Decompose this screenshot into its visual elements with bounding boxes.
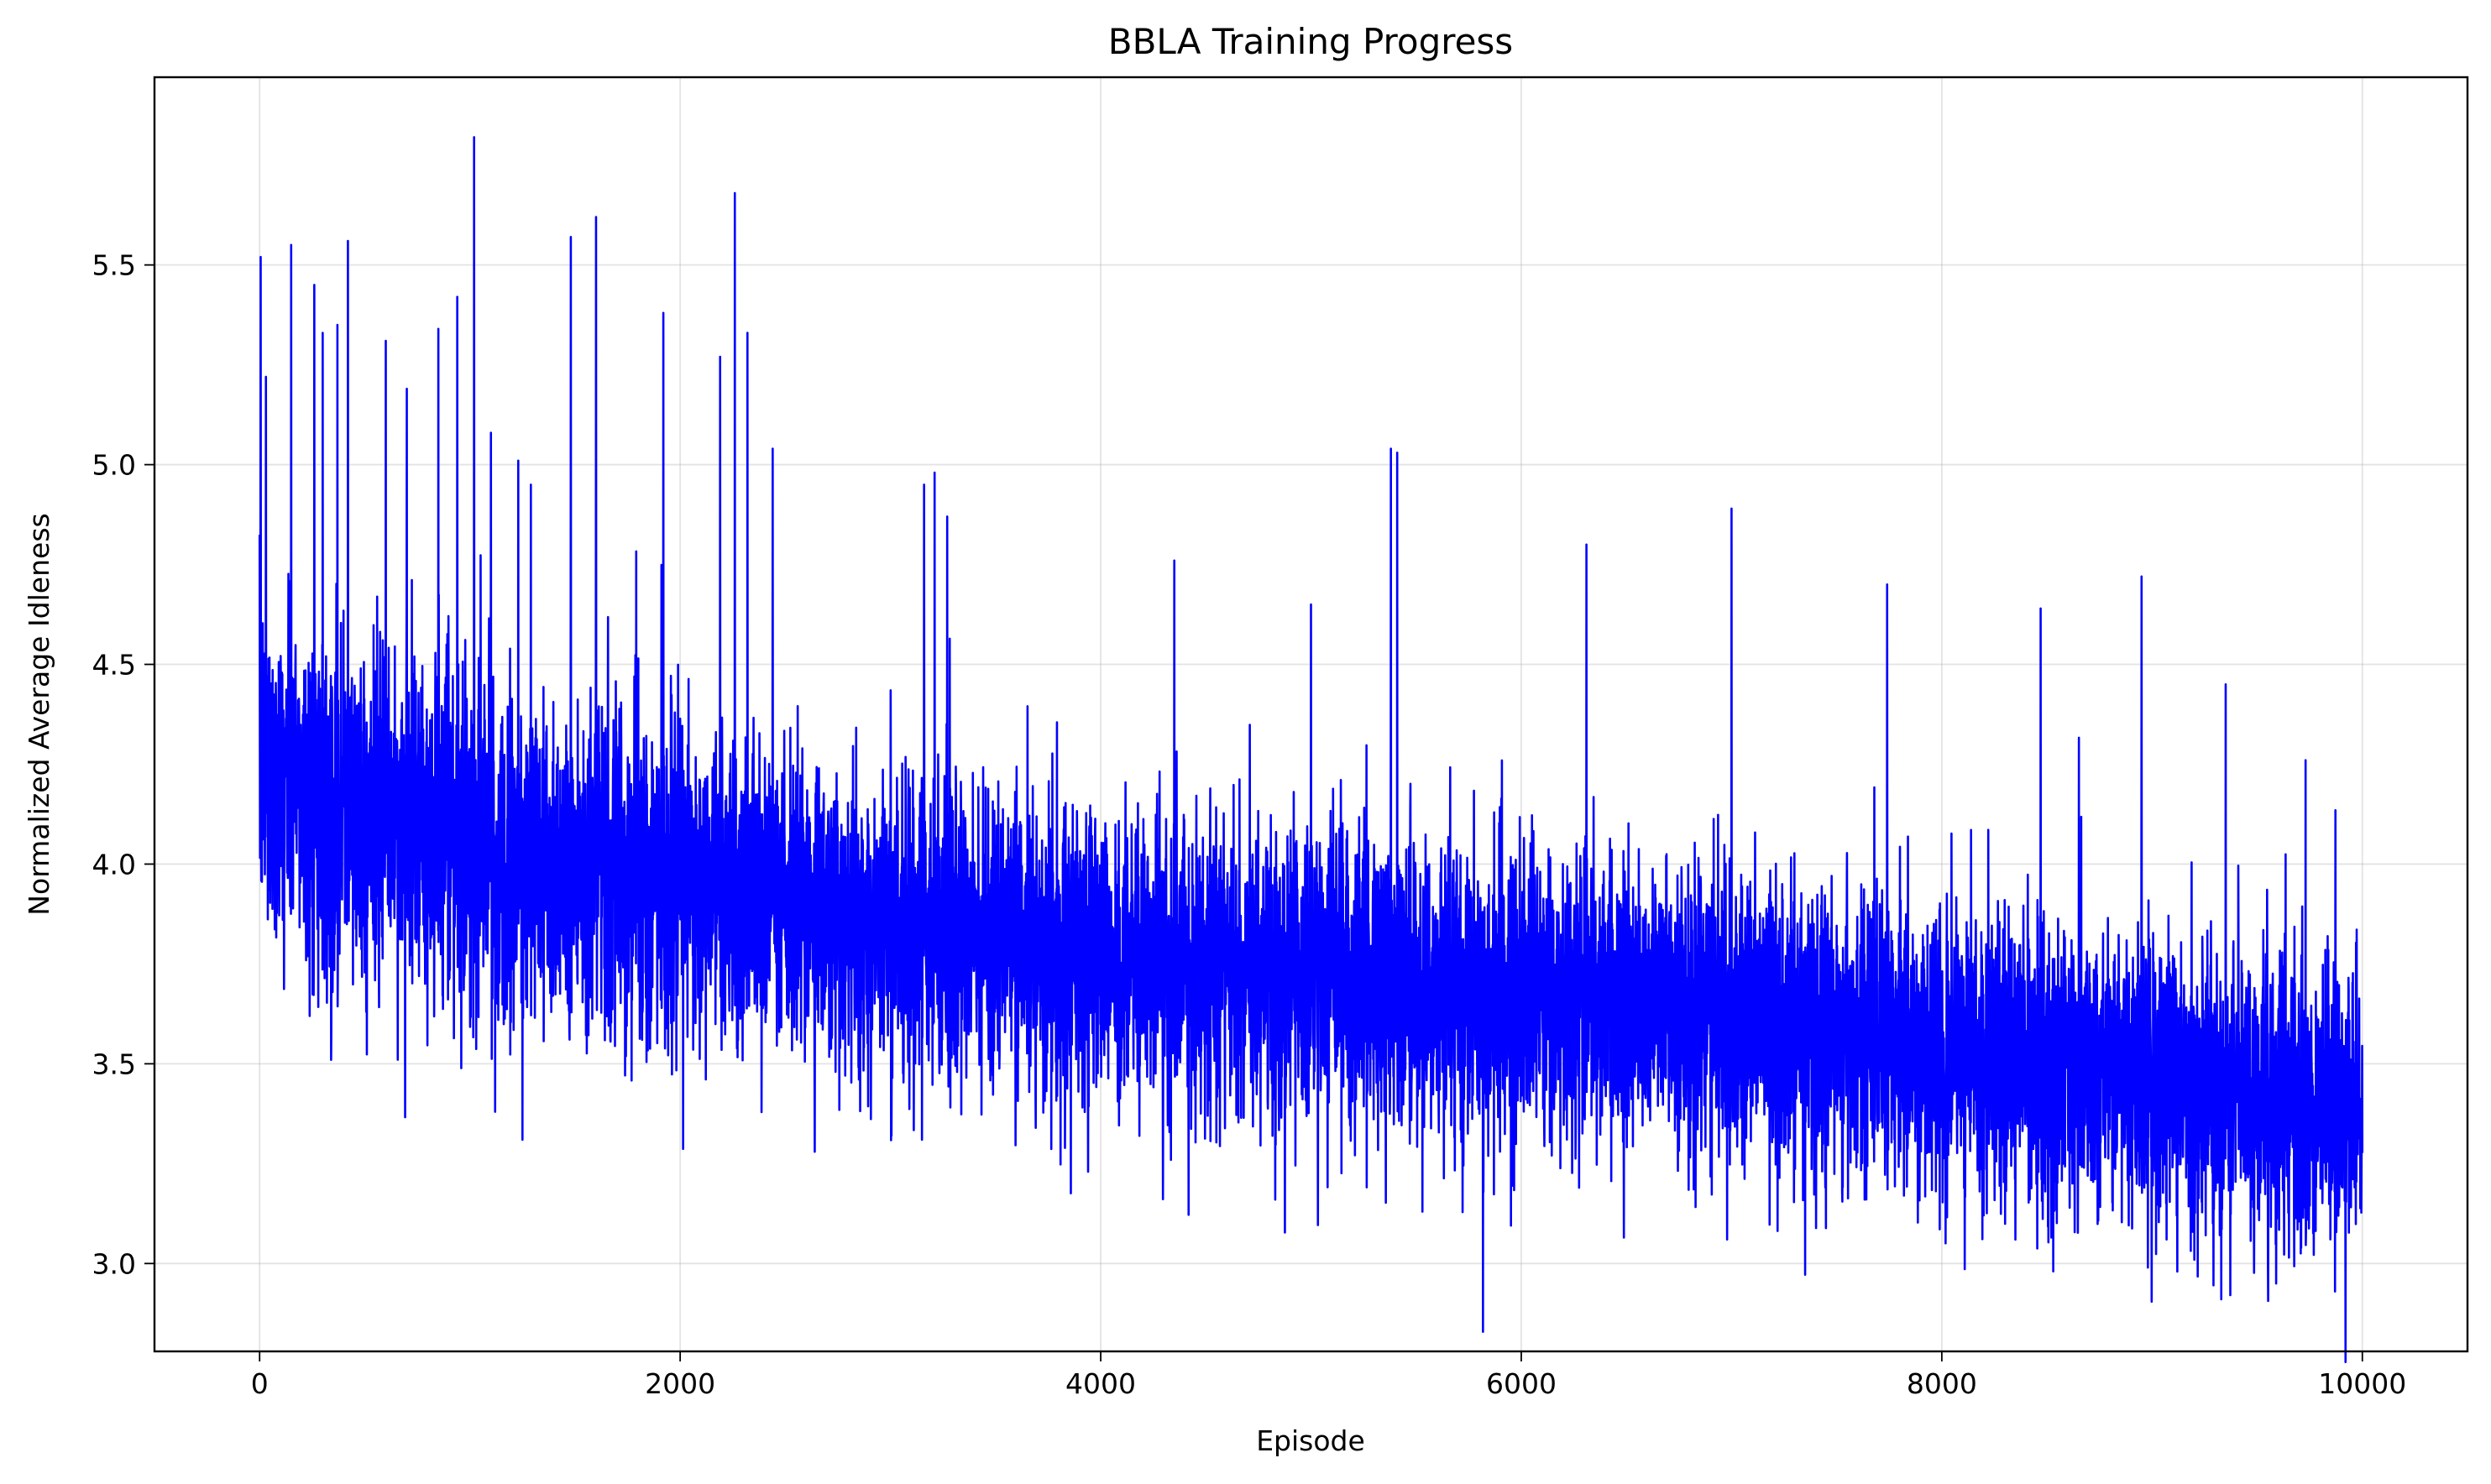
x-axis-title: Episode	[1256, 1424, 1365, 1457]
x-tick-label: 4000	[1065, 1367, 1136, 1400]
y-tick-label: 4.5	[92, 649, 136, 682]
axes-ticks: 0 2000 4000 6000 8000 10000 3.0 3.5 4.0 4.5 5.0 5.5	[92, 249, 2407, 1400]
y-tick-label: 3.5	[92, 1048, 136, 1080]
chart-title: BBLA Training Progress	[1108, 21, 1513, 62]
y-tick-label: 4.0	[92, 848, 136, 880]
x-tick-label: 10000	[2318, 1367, 2406, 1400]
series-line	[258, 136, 2364, 1364]
plot-frame	[153, 76, 2469, 1353]
y-tick-label: 5.5	[92, 249, 136, 282]
y-axis-title: Normalized Average Idleness	[23, 513, 55, 915]
x-tick-label: 0	[251, 1367, 269, 1400]
y-tick-label: 3.0	[92, 1247, 136, 1280]
plot-area	[258, 136, 2364, 1364]
x-tick-label: 2000	[645, 1367, 715, 1400]
x-tick-label: 6000	[1486, 1367, 1557, 1400]
x-tick-label: 8000	[1907, 1367, 1977, 1400]
y-tick-label: 5.0	[92, 449, 136, 482]
